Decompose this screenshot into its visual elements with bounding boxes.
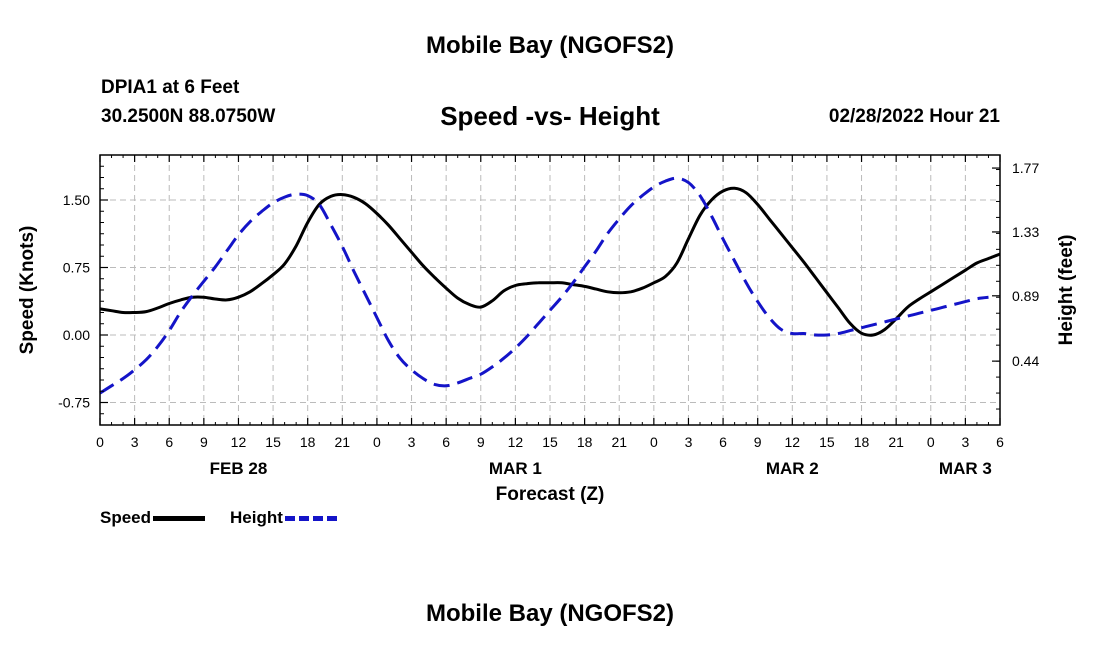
- x-tick-label: 15: [265, 434, 281, 450]
- chart-title: Speed -vs- Height: [440, 101, 660, 131]
- x-tick-label: 6: [719, 434, 727, 450]
- x-tick-label: 9: [200, 434, 208, 450]
- y2-tick-label: 0.44: [1012, 353, 1039, 369]
- x-tick-label: 6: [442, 434, 450, 450]
- x-tick-label: 21: [611, 434, 627, 450]
- legend-item-speed: Speed: [100, 508, 206, 528]
- x-tick-label: 9: [754, 434, 762, 450]
- x-tick-label: 6: [996, 434, 1004, 450]
- x-tick-label: 9: [477, 434, 485, 450]
- x-tick-label: 18: [854, 434, 870, 450]
- y2-tick-label: 1.33: [1012, 224, 1039, 240]
- x-tick-label: 18: [577, 434, 593, 450]
- x-tick-label: 3: [131, 434, 139, 450]
- x-tick-label: 3: [961, 434, 969, 450]
- page-title-top: Mobile Bay (NGOFS2): [425, 32, 675, 59]
- x-day-label: FEB 28: [210, 459, 268, 478]
- x-tick-label: 0: [650, 434, 658, 450]
- y-tick-label: -0.75: [58, 395, 90, 411]
- legend-item-height: Height: [230, 508, 337, 528]
- x-tick-label: 12: [508, 434, 524, 450]
- page-title-bottom: Mobile Bay (NGOFS2): [425, 600, 675, 627]
- series-layer: [99, 176, 1001, 395]
- y-tick-label: 1.50: [63, 192, 90, 208]
- x-tick-label: 15: [819, 434, 835, 450]
- legend-swatch-speed: [153, 516, 206, 522]
- x-axis-title: Forecast (Z): [496, 484, 605, 505]
- legend-label-speed: Speed: [100, 508, 152, 527]
- forecast-datetime: 02/28/2022 Hour 21: [828, 106, 1000, 127]
- y-tick-label: 0.75: [63, 260, 90, 276]
- x-tick-label: 15: [542, 434, 558, 450]
- x-tick-label: 12: [231, 434, 247, 450]
- x-tick-label: 0: [373, 434, 381, 450]
- x-tick-label: 12: [785, 434, 801, 450]
- coordinates-label: 30.2500N 88.0750W: [101, 106, 276, 127]
- legend-label-height: Height: [230, 508, 283, 527]
- x-tick-label: 3: [408, 434, 416, 450]
- x-tick-label: 3: [685, 434, 693, 450]
- y-tick-label: 0.00: [63, 327, 90, 343]
- y2-tick-label: 1.77: [1012, 160, 1039, 176]
- x-tick-label: 6: [165, 434, 173, 450]
- x-tick-label: 0: [927, 434, 935, 450]
- x-tick-label: 21: [335, 434, 351, 450]
- legend-swatch-height: [284, 516, 337, 522]
- y-axis-title: Speed (Knots): [17, 226, 38, 355]
- grid-layer: [100, 155, 1000, 425]
- series-line-speed: [99, 186, 1001, 337]
- x-tick-label: 21: [888, 434, 904, 450]
- x-day-label: MAR 2: [766, 459, 819, 478]
- y2-axis-title: Height (feet): [1056, 235, 1077, 346]
- x-tick-label: 18: [300, 434, 316, 450]
- x-tick-label: 0: [96, 434, 104, 450]
- axis-layer: 0 3 6 9 12 15 18 21 0 3 6 9 12 15 18 21 0 3 6 9 12 15 18 21 0 3 6 F…: [58, 155, 1039, 478]
- station-label: DPIA1 at 6 Feet: [101, 77, 240, 98]
- y2-tick-label: 0.89: [1012, 288, 1039, 304]
- x-day-label: MAR 3: [939, 459, 992, 478]
- series-line-height: [99, 176, 989, 395]
- x-day-label: MAR 1: [489, 459, 542, 478]
